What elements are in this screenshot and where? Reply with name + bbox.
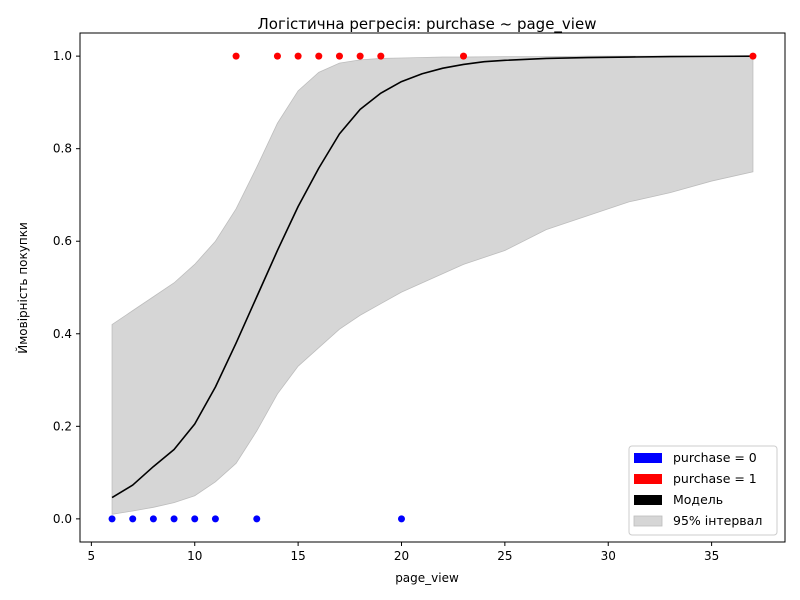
legend-swatch-purchase-0 (634, 453, 662, 463)
chart-title: Логістична регресія: purchase ~ page_vie… (258, 15, 597, 34)
legend: purchase = 0 purchase = 1 Модель 95% інт… (628, 445, 778, 536)
legend-swatch-interval (633, 515, 663, 527)
model-curve (111, 55, 753, 499)
x-tick-label: 10 (187, 549, 202, 563)
point-purchase-1 (315, 52, 323, 60)
y-tick-label: 0.4 (53, 327, 72, 341)
legend-label-model: Модель (673, 492, 723, 507)
point-purchase-0 (211, 515, 219, 523)
y-tick-label: 1.0 (53, 49, 72, 63)
point-purchase-1 (749, 52, 757, 60)
plot-frame (79, 32, 786, 543)
x-tick-label: 25 (497, 549, 512, 563)
confidence-band (111, 55, 754, 515)
x-tick-label: 35 (704, 549, 719, 563)
plot-area (108, 52, 757, 523)
legend-swatch-purchase-1 (634, 474, 662, 484)
point-purchase-1 (377, 52, 385, 60)
point-purchase-1 (273, 52, 281, 60)
x-tick-label: 30 (601, 549, 616, 563)
legend-label-interval: 95% інтервал (673, 513, 762, 528)
y-tick-label: 0.0 (53, 512, 72, 526)
y-tick-label: 0.8 (53, 142, 72, 156)
x-tick-label: 20 (394, 549, 409, 563)
point-purchase-1 (460, 52, 468, 60)
legend-label-purchase-0: purchase = 0 (673, 450, 757, 465)
point-purchase-0 (170, 515, 178, 523)
axis-ticks: 5 10 15 20 25 30 35 0.0 0.2 0.4 0.6 0.8 1.0 (53, 49, 719, 563)
point-purchase-1 (356, 52, 364, 60)
x-tick-label: 15 (290, 549, 305, 563)
point-purchase-1 (335, 52, 343, 60)
y-tick-label: 0.6 (53, 234, 72, 248)
x-tick-label: 5 (88, 549, 96, 563)
legend-swatch-model (634, 495, 662, 505)
legend-frame (628, 445, 778, 536)
point-purchase-1 (232, 52, 240, 60)
point-purchase-0 (397, 515, 405, 523)
point-purchase-0 (129, 515, 137, 523)
point-purchase-0 (191, 515, 199, 523)
point-purchase-0 (108, 515, 116, 523)
point-purchase-0 (149, 515, 157, 523)
point-purchase-1 (294, 52, 302, 60)
point-purchase-0 (253, 515, 261, 523)
x-axis-label: page_view (395, 571, 459, 585)
legend-label-purchase-1: purchase = 1 (673, 471, 757, 486)
y-axis-label: Ймовірність покупки (15, 222, 30, 353)
y-tick-label: 0.2 (53, 419, 72, 433)
